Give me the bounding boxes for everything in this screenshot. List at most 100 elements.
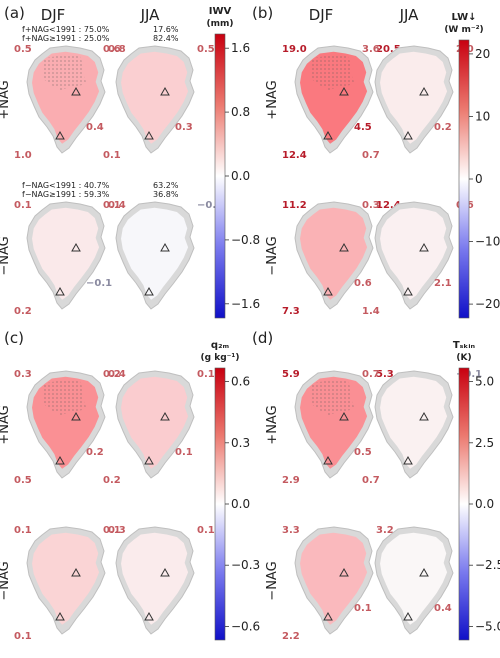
season-label: JJA (399, 6, 420, 24)
freq-line: f+NAG≥1991 : 25.0% (22, 34, 110, 43)
row-label: −NAG (265, 561, 280, 600)
corner-value: 0.1 (175, 447, 193, 458)
station-marker (160, 567, 170, 577)
anomaly-field (121, 532, 189, 625)
corner-value: 0.1 (103, 200, 121, 211)
colorbar-label: q₂ₘ (211, 340, 230, 351)
station-marker (71, 411, 81, 421)
station-marker (323, 455, 333, 465)
colorbar-tick-label: 0 (475, 172, 483, 186)
station-marker (419, 242, 429, 252)
colorbar-tick-label: −20 (475, 297, 500, 311)
corner-value: −0.1 (86, 278, 112, 289)
corner-value: 0.7 (362, 150, 380, 161)
colorbar-tick-label: 20 (475, 47, 490, 61)
corner-value: 12.4 (376, 200, 401, 211)
significance-stippling (310, 54, 354, 90)
colorbar: q₂ₘ (g kg⁻¹) 0.6 0.3 0.0 −0.3 −0.6 (201, 340, 260, 641)
colorbar-scale (458, 39, 470, 319)
corner-value: 0.7 (362, 369, 380, 380)
corner-value: 0.6 (103, 44, 121, 55)
panel-3: (d)+NAG−NAG5.95.30.52.90.7−0.10.73.33.20… (252, 329, 500, 642)
colorbar-unit: (K) (456, 353, 471, 363)
colorbar-tick-label: 1.6 (231, 41, 250, 55)
corner-value: 0.1 (197, 525, 215, 536)
corner-value: 0.2 (434, 122, 452, 133)
corner-value: 0.5 (354, 447, 372, 458)
corner-value: 0.1 (14, 200, 32, 211)
panel-1: (b)DJFJJA+NAG−NAG19.020.54.512.43.62.00.… (252, 4, 500, 319)
corner-value: 0.5 (14, 475, 32, 486)
corner-value: 3.2 (376, 525, 394, 536)
greenland-map: 0.1 −0.2 63.2%36.8% (103, 181, 223, 310)
corner-value: 0.4 (108, 369, 126, 380)
corner-value: 0.1 (14, 525, 32, 536)
colorbar-unit: (mm) (207, 19, 234, 29)
row-label: −NAG (265, 236, 280, 275)
anomaly-field (380, 207, 448, 300)
corner-value: 0.3 (362, 200, 380, 211)
row-label: +NAG (265, 80, 280, 119)
station-marker (323, 611, 333, 621)
corner-value: −0.2 (197, 200, 223, 211)
corner-value: 0.1 (197, 369, 215, 380)
colorbar-tick-label: −10 (475, 235, 500, 249)
greenland-map: 0.5 0.8 0.4 1.0 f+NAG<1991 : 75.0%f+NAG≥1991… (14, 25, 126, 161)
greenland-map: 0.1 0.4−0.10.2f−NAG<1991 : 40.7%f−NAG≥199… (14, 181, 126, 317)
corner-value: 7.3 (282, 306, 300, 317)
colorbar-tick-label: −5.0 (475, 619, 500, 633)
colorbar-tick-label: −2.5 (475, 558, 500, 572)
colorbar-unit: (g kg⁻¹) (201, 353, 240, 363)
corner-value: 19.0 (282, 44, 307, 55)
station-marker (323, 130, 333, 140)
colorbar-unit: (W m⁻²) (444, 25, 483, 35)
anomaly-field (380, 51, 448, 144)
corner-value: 11.2 (282, 200, 307, 211)
anomaly-field (380, 376, 448, 469)
row-label: −NAG (0, 561, 12, 600)
station-marker (71, 242, 81, 252)
anomaly-field (380, 532, 448, 625)
corner-value: 0.2 (86, 447, 104, 458)
colorbar-tick-label: −0.6 (231, 619, 260, 633)
corner-value: 0.8 (108, 44, 126, 55)
colorbar-tick-label: 2.5 (475, 436, 494, 450)
corner-value: 12.4 (282, 150, 307, 161)
row-label: +NAG (0, 80, 12, 119)
greenland-map: 0.1 0.30.1 (14, 525, 126, 642)
colorbar-tick-label: 0.8 (231, 105, 250, 119)
panel-letter: (a) (4, 4, 25, 22)
row-label: −NAG (0, 236, 12, 275)
freq-line: 82.4% (153, 34, 179, 43)
freq-line: 36.8% (153, 190, 179, 199)
station-marker (419, 86, 429, 96)
station-marker (144, 611, 154, 621)
corner-value: 1.0 (14, 150, 32, 161)
station-marker (55, 611, 65, 621)
season-label: JJA (140, 6, 161, 24)
colorbar-label: LW↓ (451, 12, 476, 23)
corner-value: 0.4 (86, 122, 104, 133)
greenland-map: 5.9 5.3 0.5 2.9 (282, 369, 394, 486)
corner-value: 1.4 (362, 306, 380, 317)
station-marker (144, 130, 154, 140)
station-marker (403, 130, 413, 140)
colorbar: Tₛₖᵢₙ (K) 5.0 2.5 0.0 −2.5 −5.0 (453, 340, 500, 641)
significance-stippling (42, 54, 86, 90)
corner-value: 0.5 (14, 44, 32, 55)
station-marker (339, 567, 349, 577)
row-label: +NAG (0, 405, 12, 444)
freq-line: f−NAG≥1991 : 59.3% (22, 190, 110, 199)
greenland-map: 0.3 0.40.20.5 (14, 369, 126, 486)
corner-value: 4.5 (354, 122, 372, 133)
season-label: DJF (309, 6, 334, 24)
significance-stippling (42, 379, 86, 415)
corner-value: 0.1 (103, 525, 121, 536)
colorbar-tick-label: 0.3 (231, 436, 250, 450)
colorbar-tick-label: 0.0 (475, 497, 494, 511)
anomaly-field (32, 207, 100, 300)
corner-value: 2.2 (282, 631, 300, 642)
panel-letter: (d) (252, 329, 273, 347)
corner-value: 0.3 (108, 525, 126, 536)
